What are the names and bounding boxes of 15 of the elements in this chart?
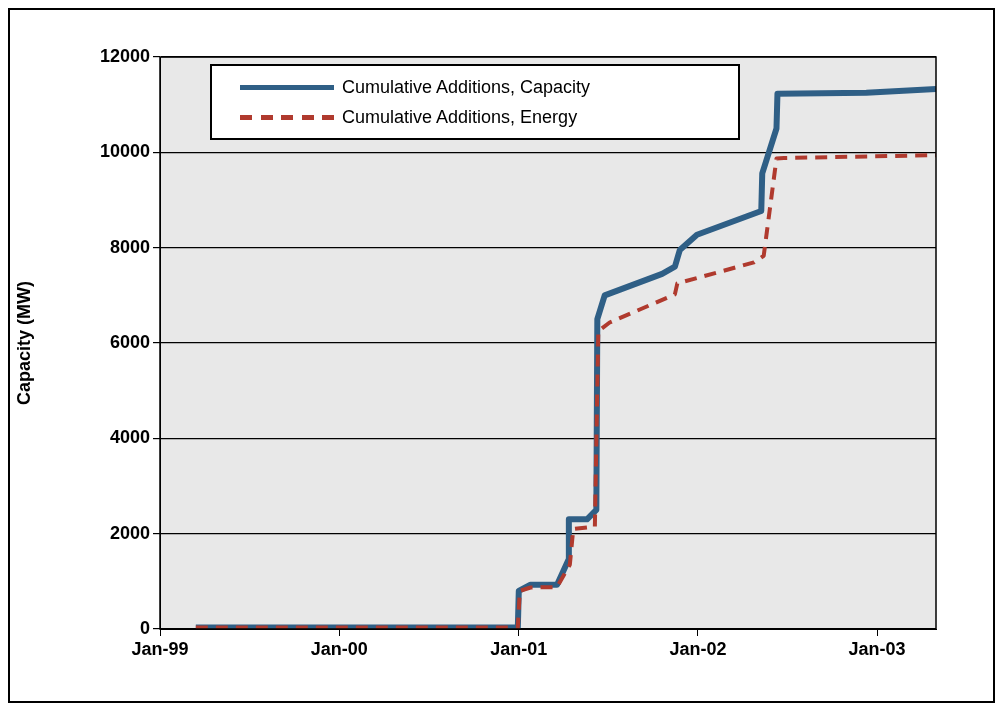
y-tick-label: 10000 [99,141,150,162]
legend-label: Cumulative Additions, Energy [342,106,578,128]
y-tick-label: 12000 [99,45,150,66]
x-tick-label: Jan-02 [669,638,727,659]
x-tick-label: Jan-00 [310,638,368,659]
x-tick-label: Jan-01 [490,638,548,659]
x-tick-label: Jan-99 [131,638,189,659]
x-tick-label: Jan-03 [848,638,906,659]
y-tick-label: 0 [139,617,150,638]
y-tick-label: 8000 [109,236,150,257]
y-tick-label: 6000 [109,331,150,352]
y-axis-title: Capacity (MW) [13,280,34,406]
y-tick-label: 2000 [109,522,150,543]
y-tick-label: 4000 [109,427,150,448]
legend-label: Cumulative Additions, Capacity [342,76,591,98]
